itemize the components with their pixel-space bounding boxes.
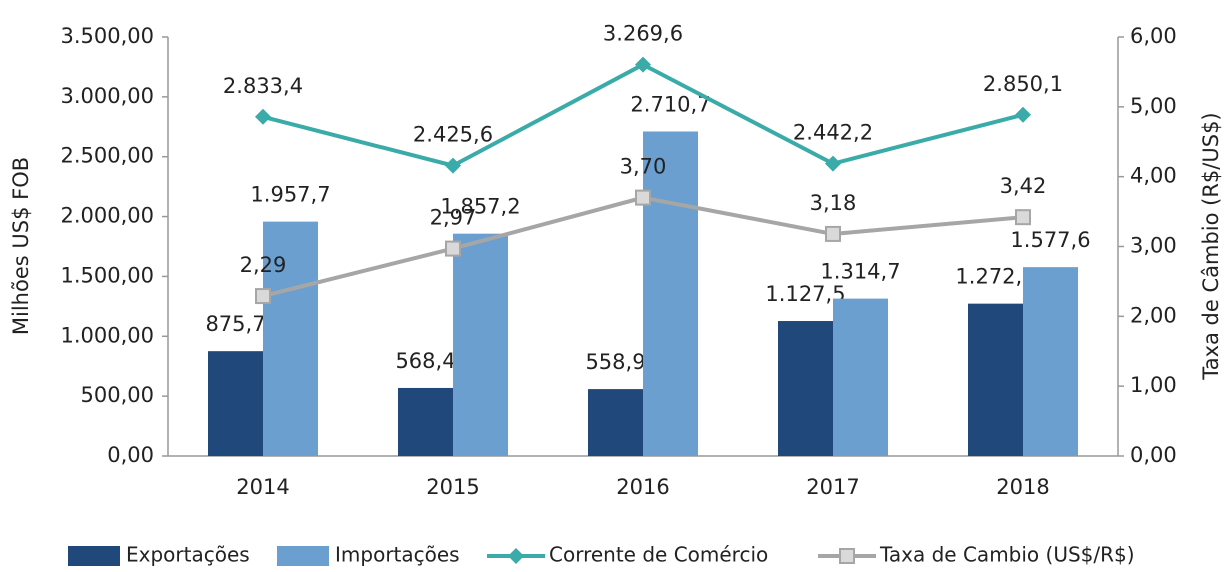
data-label: 3,42 xyxy=(1000,174,1047,198)
y2-tick-label: 6,00 xyxy=(1130,24,1177,48)
y2-tick-label: 1,00 xyxy=(1130,373,1177,397)
bar xyxy=(453,233,508,456)
bar xyxy=(263,221,318,456)
legend: Exportações Importações Corrente de Comérc… xyxy=(68,543,1135,567)
legend-marker xyxy=(508,548,524,564)
y-tick-label: 0,00 xyxy=(107,443,154,467)
bar xyxy=(833,298,888,456)
bar xyxy=(968,303,1023,456)
data-label: 2.442,2 xyxy=(793,121,873,145)
data-label: 2,97 xyxy=(430,206,477,230)
data-label: 3.269,6 xyxy=(603,22,683,46)
bar xyxy=(778,321,833,456)
data-label: 1.577,6 xyxy=(1010,228,1090,252)
data-label: 1.272,6 xyxy=(955,265,1035,289)
line-marker xyxy=(1015,209,1031,226)
line-marker xyxy=(635,56,651,73)
bar xyxy=(208,351,263,456)
data-label: 3,18 xyxy=(810,191,857,215)
y2-axis-label: Taxa de Câmbio (R$/US$) xyxy=(1199,112,1223,380)
y-axis-label: Milhões US$ FOB xyxy=(9,157,33,335)
data-label: 875,7 xyxy=(205,312,265,336)
x-tick-label: 2018 xyxy=(996,475,1049,499)
y-tick-label: 500,00 xyxy=(81,383,154,407)
line-marker xyxy=(1015,106,1031,123)
bar xyxy=(588,389,643,456)
data-label: 1.314,7 xyxy=(820,260,900,284)
data-label: 3,70 xyxy=(620,155,667,179)
line-marker xyxy=(635,189,651,206)
data-label: 2.833,4 xyxy=(223,74,303,98)
legend-label: Importações xyxy=(335,543,460,567)
line-marker xyxy=(825,155,841,172)
legend-label: Corrente de Comércio xyxy=(549,543,768,567)
y-tick-label: 3.500,00 xyxy=(60,24,154,48)
data-label: 1.957,7 xyxy=(250,183,330,207)
bar xyxy=(1023,267,1078,456)
data-label: 568,4 xyxy=(395,349,455,373)
line-marker xyxy=(255,288,271,305)
y-tick-label: 3.000,00 xyxy=(60,84,154,108)
data-label: 2.710,7 xyxy=(630,92,710,116)
data-label: 2.850,1 xyxy=(983,72,1063,96)
data-label: 1.857,2 xyxy=(440,195,520,219)
x-tick-label: 2016 xyxy=(616,475,669,499)
data-label: 2,29 xyxy=(240,253,287,277)
y2-tick-label: 4,00 xyxy=(1130,164,1177,188)
line-marker xyxy=(255,108,271,125)
y-tick-label: 1.500,00 xyxy=(60,263,154,287)
bar xyxy=(643,131,698,456)
data-label: 558,9 xyxy=(585,350,645,374)
legend-marker xyxy=(839,548,855,564)
legend-swatch xyxy=(277,546,329,566)
legend-swatch xyxy=(68,546,120,566)
x-tick-label: 2015 xyxy=(426,475,479,499)
legend-label: Taxa de Cambio (US$/R$) xyxy=(879,543,1135,567)
y2-tick-label: 0,00 xyxy=(1130,443,1177,467)
y2-tick-label: 5,00 xyxy=(1130,94,1177,118)
y-tick-label: 1.000,00 xyxy=(60,323,154,347)
line-marker xyxy=(445,240,461,257)
y-tick-label: 2.500,00 xyxy=(60,144,154,168)
line-marker xyxy=(825,225,841,242)
y2-tick-label: 2,00 xyxy=(1130,303,1177,327)
data-label: 2.425,6 xyxy=(413,123,493,147)
y2-tick-label: 3,00 xyxy=(1130,234,1177,258)
bar xyxy=(398,387,453,456)
line-marker xyxy=(445,157,461,174)
data-label: 1.127,5 xyxy=(765,282,845,306)
y-tick-label: 2.000,00 xyxy=(60,204,154,228)
x-tick-label: 2014 xyxy=(236,475,289,499)
x-tick-label: 2017 xyxy=(806,475,859,499)
legend-label: Exportações xyxy=(126,543,250,567)
